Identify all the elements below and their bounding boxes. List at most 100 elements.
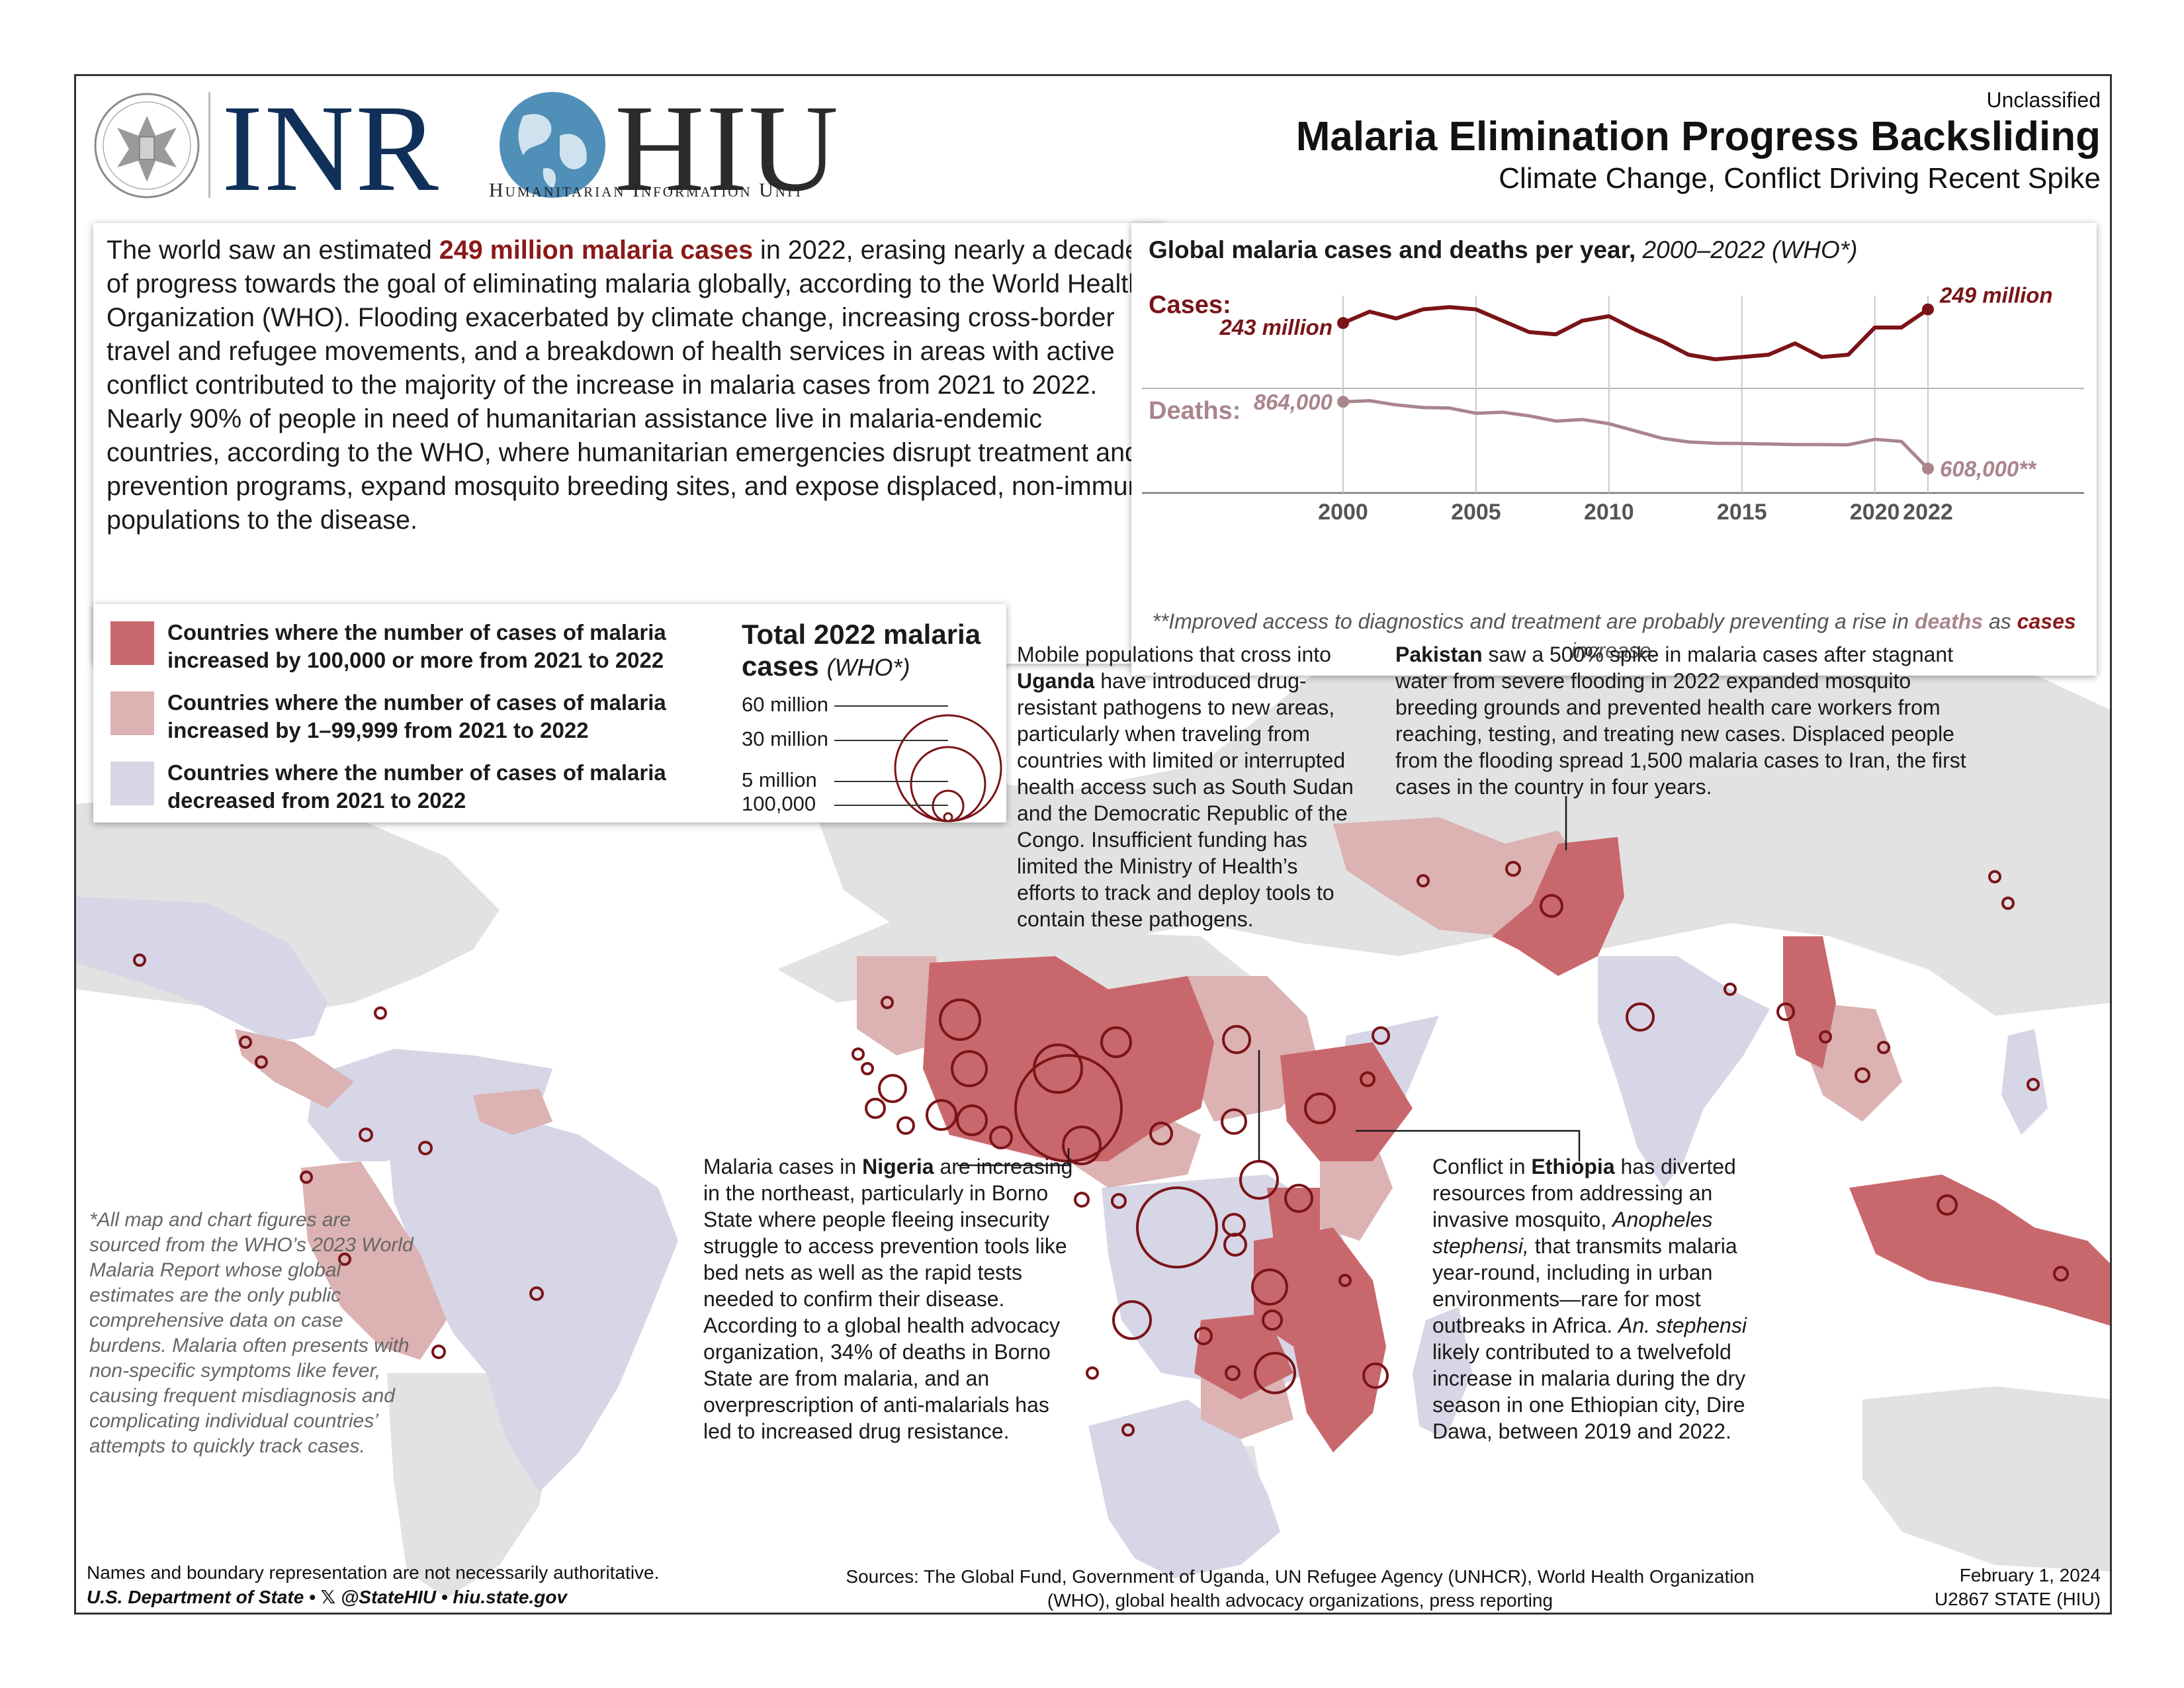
circle-sudan [1222,1025,1251,1054]
circle-benin [989,1126,1013,1149]
chart-note: **Improved access to diagnostics and tre… [1131,607,2097,665]
chart-title: Global malaria cases and deaths per year… [1149,236,1858,264]
x-tick-2000: 2000 [1318,500,1368,525]
region-indonesia-png [1849,1175,2110,1326]
region-mauritania-mali-west [857,956,943,1055]
annotation-nigeria: Malaria cases in Nigeria are increasing … [703,1153,1074,1444]
uganda-after: have introduced drug-resistant pathogens… [1017,669,1354,931]
circle-mozambique [1254,1352,1296,1394]
intro-panel: The world saw an estimated 249 million m… [93,223,1165,664]
circle-car [1149,1122,1173,1145]
ethiopia-mid: has diverted resources from addressing a… [1432,1155,1736,1231]
circle-burundi [1223,1233,1247,1257]
legend-label-decrease: Countries where the number of cases of m… [167,760,666,813]
region-brazil [387,1108,678,1492]
x-tick-2022: 2022 [1903,500,1953,525]
product-code: U2867 STATE (HIU) [1934,1589,2101,1609]
circle-venezuela [418,1141,433,1155]
circle-cote [926,1099,957,1131]
circle-bangladesh [1724,983,1737,996]
series-end-point-1 [1922,463,1934,475]
circle-png [2053,1266,2069,1282]
circle-congo [1111,1193,1127,1209]
circle-sierra [865,1098,886,1119]
nigeria-after: are increasing in the northeast, particu… [703,1155,1073,1443]
circle-kenya [1284,1184,1313,1213]
globe-icon [500,92,605,198]
region-iran-afghanistan [1333,817,1585,936]
circle-liberia [896,1116,915,1135]
circle-ethiopia [1304,1092,1336,1124]
region-philippines [2001,1029,2048,1135]
circle-ecuador [300,1171,313,1184]
ethiopia-mid2: that transmits malaria year-round, inclu… [1432,1234,1737,1337]
series-end-label-1: 608,000** [1940,457,2037,481]
circle-niger [1033,1044,1083,1094]
region-colombia-venezuela [308,1049,552,1161]
size-legend-title-suffix: (WHO*) [826,654,910,681]
region-venezuela-east [473,1088,552,1135]
series-start-point-1 [1337,396,1349,408]
ethiopia-before: Conflict in [1432,1155,1532,1178]
region-india [1598,956,1770,1188]
note-cases: cases [2017,609,2076,633]
circle-namibia [1086,1366,1099,1380]
series-start-point-0 [1337,317,1349,330]
circle-philippines [2027,1078,2040,1091]
circle-afghanistan [1505,861,1521,877]
circle-tanzania [1251,1268,1288,1306]
circle-colombia [359,1128,373,1142]
circle-zambia [1194,1327,1213,1345]
chart-panel: 2000 2005 2010 2015 2020 2022 Cases: 243 millio… [1131,223,2097,676]
circle-chad [1100,1026,1132,1058]
uganda-before: Mobile populations that cross into [1017,643,1331,666]
region-central-america [235,1029,354,1108]
chart-title-suffix: 2000–2022 (WHO*) [1642,236,1858,263]
circle-mali [939,999,981,1041]
ethiopia-after: likely contributed to a twelvefold incre… [1432,1340,1746,1443]
unit-name: Humanitarian Information Unit [489,179,805,201]
hiu-logotype: HIU [615,79,840,217]
circle-zimbabwe [1225,1365,1241,1381]
ethiopia-italic: Anopheles stephensi, [1432,1208,1713,1258]
land-europe-asia [817,605,2110,1016]
circle-comoros [1338,1274,1352,1287]
series-name-0: Cases: [1149,291,1231,319]
note-mid: as [1983,609,2017,633]
series-line-0 [1342,305,1929,361]
footnote: *All map and chart figures are sourced f… [89,1209,414,1457]
region-southern-africa [1088,1399,1280,1578]
circle-burkina [951,1050,988,1087]
intro-text: The world saw an estimated 249 million m… [107,234,1158,537]
legend-label-small-increase: Countries where the number of cases of m… [167,690,666,742]
region-dr-congo-east [1194,1313,1293,1399]
circle-guinea [878,1074,907,1103]
circle-gambia [852,1047,865,1061]
disclaimer: Names and boundary representation are no… [87,1562,660,1583]
leader-ethiopia [1356,1130,1581,1161]
circle-drc [1136,1186,1218,1268]
pakistan-bold: Pakistan [1395,643,1483,666]
note-deaths: deaths [1914,609,1984,633]
circle-myanmar [1776,1002,1795,1021]
size-label-30m: 30 million [742,727,828,750]
annotation-pakistan: Pakistan saw a 500% spike in malaria cas… [1395,641,1971,800]
circle-pakistan [1540,894,1563,918]
circle-mexico [133,954,146,967]
ethiopia-italic2: An. stephensi [1618,1313,1747,1337]
uganda-bold: Uganda [1017,669,1095,693]
circle-honduras [239,1036,252,1049]
circle-cambodia [1855,1067,1870,1083]
circle-thailand [1819,1030,1832,1044]
region-uganda [1267,1188,1320,1241]
nigeria-before: Malaria cases in [703,1155,863,1178]
circle-dprk [1988,870,2001,883]
state-department-seal-icon [94,93,200,199]
circle-iran [1417,874,1430,887]
region-mexico [76,897,328,1042]
circle-angola [1112,1300,1152,1340]
size-legend-title: Total 2022 malaria cases (WHO*) [742,619,1006,684]
case-circles [133,861,2069,1437]
legend-panel: Countries where the number of cases of m… [93,604,1006,822]
circle-madagascar [1362,1362,1389,1389]
